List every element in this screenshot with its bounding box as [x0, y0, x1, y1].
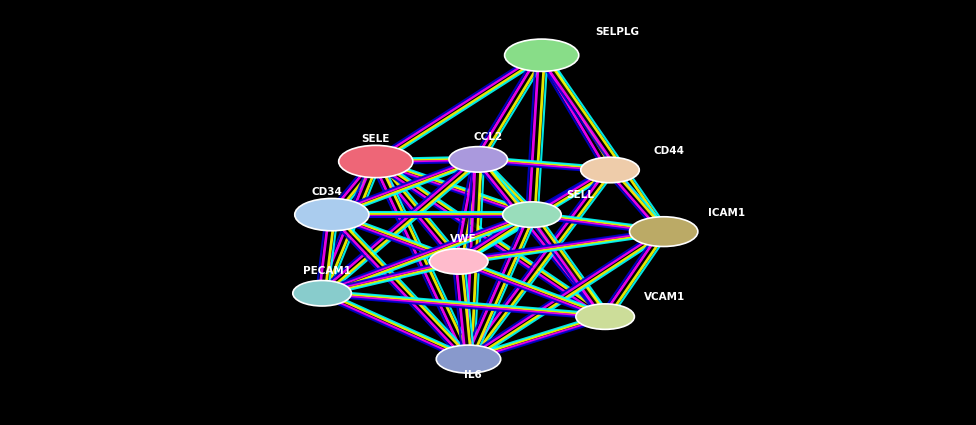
Circle shape [339, 145, 413, 178]
Text: CD44: CD44 [654, 146, 685, 156]
Text: ICAM1: ICAM1 [708, 208, 745, 218]
Text: CD34: CD34 [311, 187, 343, 197]
Circle shape [581, 157, 639, 183]
Circle shape [630, 217, 698, 246]
Text: SELL: SELL [566, 190, 594, 200]
Circle shape [503, 202, 561, 227]
Circle shape [449, 147, 508, 172]
Circle shape [429, 249, 488, 274]
Text: VCAM1: VCAM1 [644, 292, 685, 302]
Text: VWF: VWF [450, 234, 477, 244]
Circle shape [436, 345, 501, 373]
Text: CCL2: CCL2 [473, 131, 503, 142]
Circle shape [505, 39, 579, 71]
Text: PECAM1: PECAM1 [303, 266, 351, 276]
Text: SELPLG: SELPLG [595, 27, 639, 37]
Circle shape [576, 304, 634, 329]
Circle shape [293, 280, 351, 306]
Text: SELE: SELE [361, 133, 390, 144]
Text: IL6: IL6 [465, 369, 482, 380]
Circle shape [295, 198, 369, 231]
